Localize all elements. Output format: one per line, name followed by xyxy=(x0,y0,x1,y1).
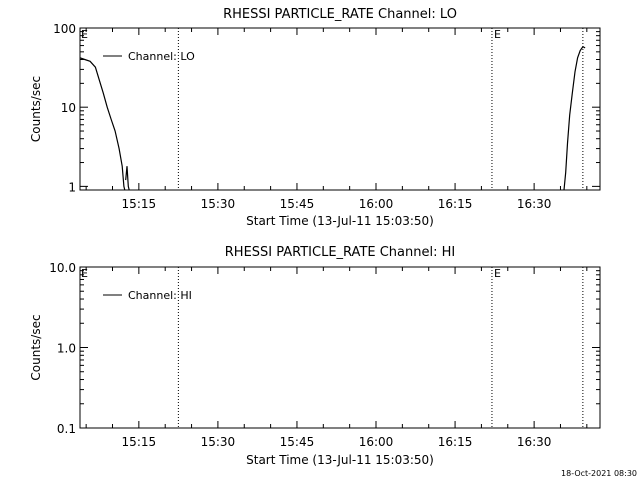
y-axis-label: Counts/sec xyxy=(29,314,43,380)
chart-title: RHESSI PARTICLE_RATE Channel: HI xyxy=(225,245,455,260)
x-tick-label: 16:00 xyxy=(359,435,394,449)
x-tick-label: 15:45 xyxy=(280,197,315,211)
panel-lo-channel: RHESSI PARTICLE_RATE Channel: LO Counts/s… xyxy=(29,7,601,228)
chart-title: RHESSI PARTICLE_RATE Channel: LO xyxy=(223,7,457,22)
start-marker-label: E xyxy=(81,28,88,41)
y-tick-label: 100 xyxy=(53,22,76,36)
x-tick-label: 16:30 xyxy=(517,197,552,211)
x-tick-label: 15:30 xyxy=(201,197,236,211)
y-tick-label: 1 xyxy=(68,180,76,194)
y-tick-label: 10 xyxy=(61,101,76,115)
x-tick-label: 15:15 xyxy=(122,435,157,449)
y-tick-label: 0.1 xyxy=(57,422,76,436)
footer-timestamp: 18-Oct-2021 08:30 xyxy=(561,469,637,478)
x-tick-label: 16:00 xyxy=(359,197,394,211)
start-marker-label: E xyxy=(81,267,88,280)
x-tick-label: 15:15 xyxy=(122,197,157,211)
event-marker-label: E xyxy=(494,28,501,41)
event-marker-label: E xyxy=(494,267,501,280)
series-line xyxy=(79,57,126,191)
x-axis-label: Start Time (13-Jul-11 15:03:50) xyxy=(246,214,434,228)
x-tick-label: 15:30 xyxy=(201,435,236,449)
x-tick-label: 16:15 xyxy=(438,435,473,449)
y-axis-label: Counts/sec xyxy=(29,76,43,142)
plot-frame xyxy=(79,27,601,191)
series-line xyxy=(125,166,130,191)
panel-hi-channel: RHESSI PARTICLE_RATE Channel: HI Counts/s… xyxy=(29,245,601,467)
y-tick-label: 1.0 xyxy=(57,342,76,356)
x-tick-label: 15:45 xyxy=(280,435,315,449)
legend-label: Channel: HI xyxy=(128,289,192,302)
series-line xyxy=(563,45,586,191)
x-tick-label: 16:15 xyxy=(438,197,473,211)
x-tick-label: 16:30 xyxy=(517,435,552,449)
y-tick-label: 10.0 xyxy=(49,261,76,275)
legend-label: Channel: LO xyxy=(128,50,195,63)
x-axis-label: Start Time (13-Jul-11 15:03:50) xyxy=(246,453,434,467)
